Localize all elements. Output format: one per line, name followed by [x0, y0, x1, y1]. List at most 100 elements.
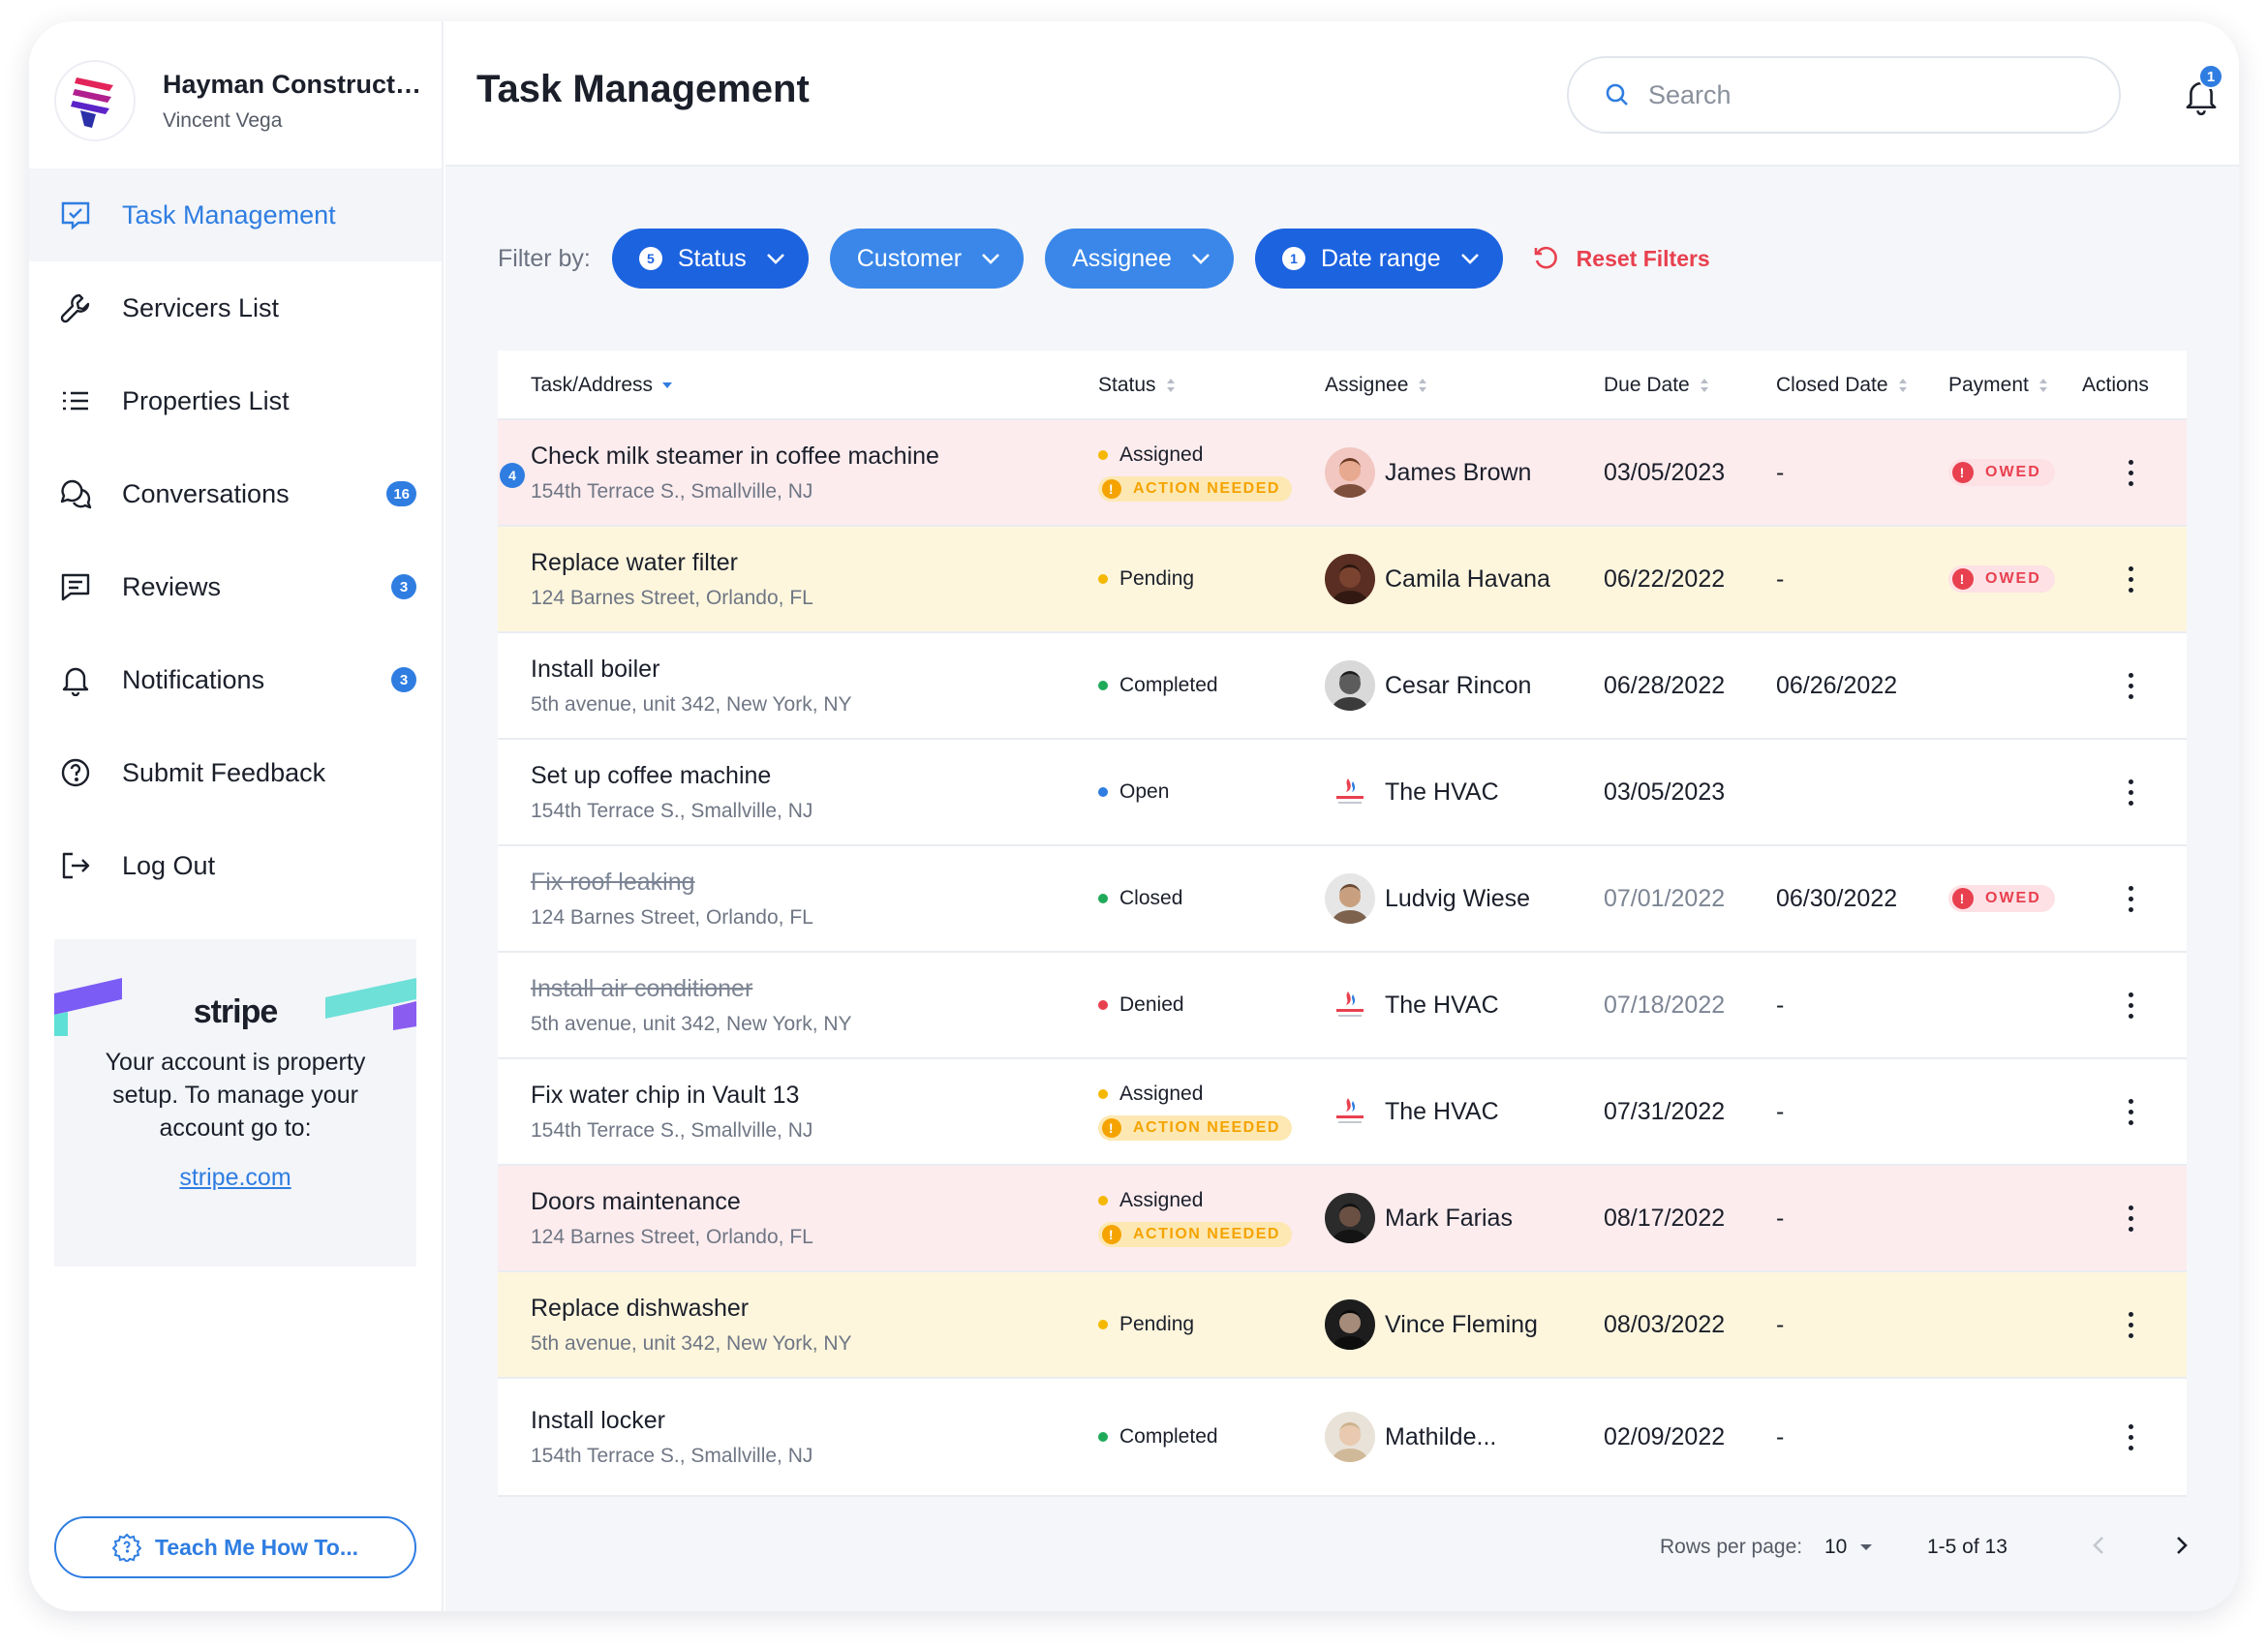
assignee-name[interactable]: Mark Farias: [1385, 1204, 1513, 1232]
task-address: 5th avenue, unit 342, New York, NY: [531, 692, 852, 716]
more-options-icon[interactable]: [2128, 1096, 2133, 1128]
column-label: Actions: [2082, 374, 2149, 396]
closed-date-cell: -: [1776, 420, 1941, 525]
avatar: [1325, 554, 1375, 604]
task-title[interactable]: Replace dishwasher: [531, 1294, 750, 1322]
assignee-cell: Cesar Rincon: [1325, 633, 1596, 738]
table-row[interactable]: 4 Check milk steamer in coffee machine 154…: [498, 420, 2187, 527]
rows-per-page-label: Rows per page:: [1660, 1536, 1803, 1558]
assignee-name[interactable]: Camila Havana: [1385, 565, 1550, 593]
sidebar-item-label: Conversations: [122, 478, 290, 508]
filter-chip-status[interactable]: 5 Status: [611, 229, 809, 289]
stripe-decoration: [54, 978, 416, 1036]
chevron-right-icon[interactable]: [2167, 1532, 2194, 1559]
more-options-icon[interactable]: [2128, 1309, 2133, 1341]
assignee-name[interactable]: The HVAC: [1385, 991, 1499, 1019]
due-date-cell: 07/18/2022: [1604, 953, 1768, 1057]
teach-me-button[interactable]: Teach Me How To...: [54, 1516, 416, 1578]
user-name: Vincent Vega: [163, 108, 283, 132]
sidebar-item-properties-list[interactable]: Properties List: [29, 354, 442, 447]
task-title[interactable]: Check milk steamer in coffee machine: [531, 442, 939, 470]
status-dot: [1098, 1432, 1108, 1442]
payment-status: OWED: [1985, 464, 2041, 480]
due-date-cell: 08/17/2022: [1604, 1166, 1768, 1270]
task-address: 5th avenue, unit 342, New York, NY: [531, 1331, 852, 1355]
column-header-assignee[interactable]: Assignee: [1325, 351, 1429, 420]
table-row[interactable]: Fix water chip in Vault 13 154th Terrace …: [498, 1059, 2187, 1166]
column-label: Assignee: [1325, 374, 1409, 396]
table-row[interactable]: Install air conditioner 5th avenue, unit …: [498, 953, 2187, 1059]
more-options-icon[interactable]: [2128, 457, 2133, 489]
filter-chip-customer[interactable]: Customer: [829, 229, 1025, 289]
table-row[interactable]: Replace water filter 124 Barnes Street, O…: [498, 527, 2187, 633]
page-title: Task Management: [476, 68, 810, 110]
search-input[interactable]: [1648, 79, 2055, 110]
task-title[interactable]: Replace water filter: [531, 548, 738, 576]
task-title[interactable]: Install locker: [531, 1406, 665, 1434]
search-box[interactable]: [1567, 56, 2121, 134]
table-row[interactable]: Install boiler 5th avenue, unit 342, New …: [498, 633, 2187, 740]
column-header-due-date[interactable]: Due Date: [1604, 351, 1711, 420]
assignee-name[interactable]: The HVAC: [1385, 778, 1499, 806]
actions-cell: [2111, 740, 2150, 844]
sidebar-item-conversations[interactable]: Conversations 16: [29, 447, 442, 540]
status-text: Open: [1119, 780, 1170, 803]
task-title[interactable]: Fix water chip in Vault 13: [531, 1081, 800, 1109]
assignee-name[interactable]: Vince Fleming: [1385, 1310, 1538, 1338]
notification-count-badge: 1: [2198, 64, 2223, 89]
assignee-name[interactable]: Ludvig Wiese: [1385, 884, 1531, 912]
stripe-link[interactable]: stripe.com: [179, 1164, 291, 1191]
sidebar-item-servicers-list[interactable]: Servicers List: [29, 261, 442, 354]
closed-date: -: [1776, 458, 1785, 486]
column-header-closed-date[interactable]: Closed Date: [1776, 351, 1910, 420]
task-title[interactable]: Install air conditioner: [531, 974, 753, 1002]
task-address: 154th Terrace S., Smallville, NJ: [531, 799, 813, 822]
assignee-name[interactable]: The HVAC: [1385, 1097, 1499, 1125]
task-title[interactable]: Fix roof leaking: [531, 868, 695, 896]
more-options-icon[interactable]: [2128, 670, 2133, 702]
table-row[interactable]: Replace dishwasher 5th avenue, unit 342, …: [498, 1272, 2187, 1379]
action-needed-text: ACTION NEEDED: [1133, 1119, 1280, 1136]
sidebar-item-submit-feedback[interactable]: Submit Feedback: [29, 726, 442, 819]
assignee-name[interactable]: Cesar Rincon: [1385, 671, 1532, 699]
task-title[interactable]: Set up coffee machine: [531, 761, 772, 789]
task-table: Task/Address Status Assignee Due Date Cl…: [498, 351, 2187, 1497]
task-address: 5th avenue, unit 342, New York, NY: [531, 1012, 852, 1035]
rows-per-page-select[interactable]: 10: [1824, 1536, 1874, 1559]
sidebar-item-task-management[interactable]: Task Management: [29, 168, 442, 261]
reset-filters-button[interactable]: Reset Filters: [1532, 244, 1710, 273]
sidebar-item-log-out[interactable]: Log Out: [29, 819, 442, 912]
due-date-cell: 08/03/2022: [1604, 1272, 1768, 1377]
column-header-task[interactable]: Task/Address: [531, 351, 674, 420]
more-options-icon[interactable]: [2128, 1421, 2133, 1453]
actions-cell: [2111, 953, 2150, 1057]
payment-cell: [1948, 633, 2074, 738]
table-row[interactable]: Set up coffee machine 154th Terrace S., S…: [498, 740, 2187, 846]
company-switcher[interactable]: Hayman Constructi... Vincent Vega: [54, 52, 422, 149]
task-cell: Install boiler 5th avenue, unit 342, New …: [531, 633, 1083, 738]
task-title[interactable]: Install boiler: [531, 655, 660, 683]
assignee-name[interactable]: Mathilde...: [1385, 1422, 1497, 1450]
sidebar-item-notifications[interactable]: Notifications 3: [29, 633, 442, 726]
table-row[interactable]: Fix roof leaking 124 Barnes Street, Orlan…: [498, 846, 2187, 953]
table-row[interactable]: Install locker 154th Terrace S., Smallvil…: [498, 1379, 2187, 1497]
more-options-icon[interactable]: [2128, 1203, 2133, 1235]
filter-chip-assignee[interactable]: Assignee: [1045, 229, 1234, 289]
chevron-left-icon[interactable]: [2086, 1532, 2113, 1559]
column-header-payment[interactable]: Payment: [1948, 351, 2050, 420]
task-title[interactable]: Doors maintenance: [531, 1187, 741, 1215]
search-icon: [1604, 81, 1631, 108]
more-options-icon[interactable]: [2128, 777, 2133, 809]
more-options-icon[interactable]: [2128, 990, 2133, 1022]
due-date-cell: 07/31/2022: [1604, 1059, 1768, 1164]
top-bar: Task Management 1: [445, 21, 2239, 167]
task-address: 124 Barnes Street, Orlando, FL: [531, 586, 813, 609]
filter-chip-date-range[interactable]: 1 Date range: [1254, 229, 1503, 289]
sidebar-item-reviews[interactable]: Reviews 3: [29, 540, 442, 633]
more-options-icon[interactable]: [2128, 564, 2133, 595]
review-icon: [56, 567, 95, 606]
column-header-status[interactable]: Status: [1098, 351, 1178, 420]
assignee-name[interactable]: James Brown: [1385, 458, 1532, 486]
more-options-icon[interactable]: [2128, 883, 2133, 915]
table-row[interactable]: Doors maintenance 124 Barnes Street, Orla…: [498, 1166, 2187, 1272]
